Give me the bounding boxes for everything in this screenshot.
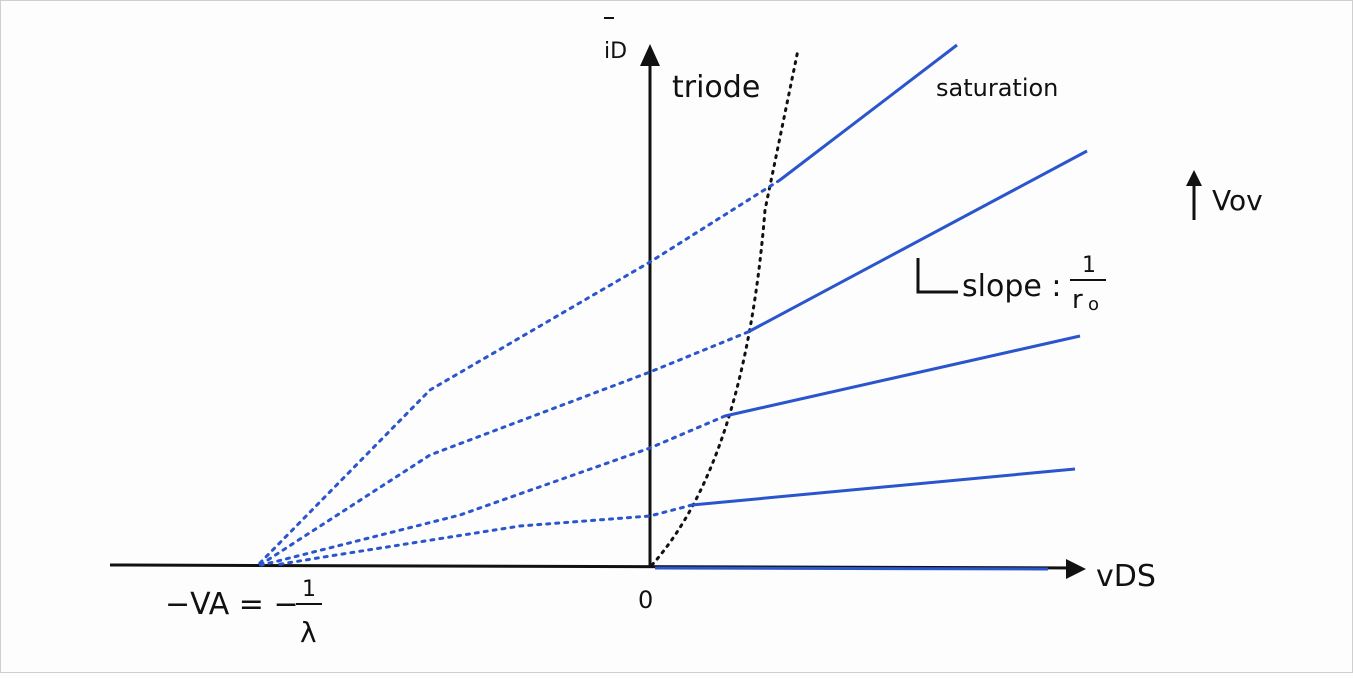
curve-2-extrapolation [260, 414, 727, 567]
lambda-denominator: λ [300, 616, 317, 649]
curve-cutoff [654, 566, 1049, 571]
slope-text: slope : [962, 269, 1061, 304]
saturation-label: saturation [936, 74, 1058, 102]
curve-3-extrapolation [258, 330, 750, 567]
slope-denominator: r [1072, 285, 1083, 315]
slope-numerator: 1 [1082, 253, 1096, 278]
lambda-numerator: 1 [302, 577, 316, 602]
x-axis-label: vDS [1096, 559, 1156, 594]
curve-1-extrapolation [273, 503, 694, 567]
slope-denominator-subscript: o [1088, 294, 1099, 315]
vov-label: Vov [1212, 184, 1263, 217]
curve-3-saturation [747, 149, 1088, 334]
curve-4-extrapolation [256, 178, 782, 567]
x-axis-arrowhead [1066, 559, 1086, 579]
curve-2-saturation [724, 334, 1081, 418]
curve-4-saturation [779, 43, 958, 182]
vov-arrow-head [1186, 170, 1202, 186]
origin-label: 0 [638, 586, 653, 614]
boundary-curve [650, 48, 800, 567]
curve-1-saturation [691, 467, 1076, 507]
va-label: −VA = − [165, 587, 299, 622]
slope-bracket [916, 258, 958, 294]
y-axis-arrowhead [640, 44, 660, 66]
y-axis-label: iD [604, 39, 627, 64]
triode-label: triode [672, 70, 760, 105]
